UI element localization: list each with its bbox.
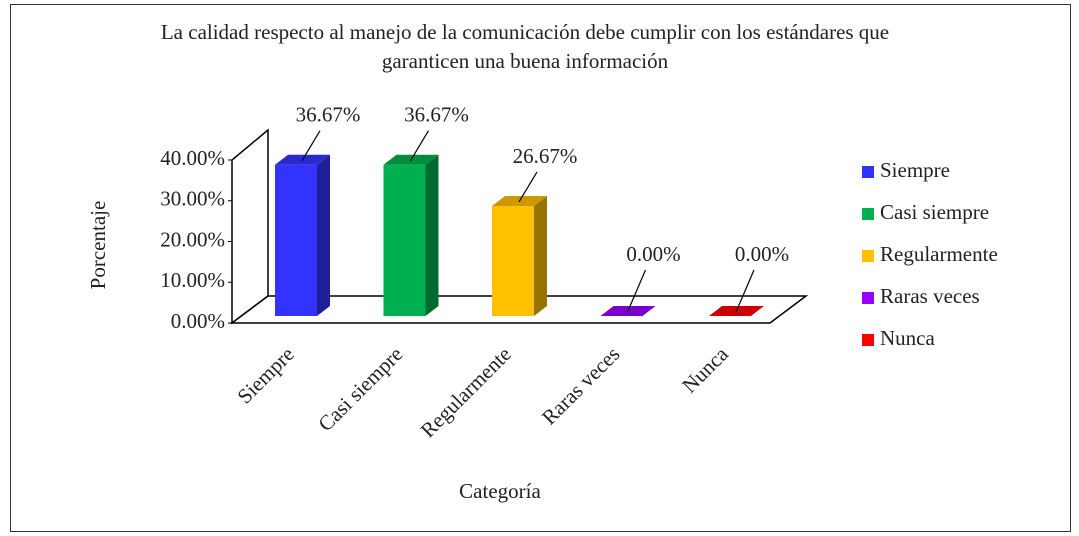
y-tick-label: 30.00% bbox=[160, 187, 225, 211]
legend-swatch bbox=[862, 166, 874, 178]
value-label: 36.67% bbox=[296, 103, 361, 127]
bar bbox=[275, 164, 317, 316]
value-label: 36.67% bbox=[404, 103, 469, 127]
legend-swatch bbox=[862, 208, 874, 220]
leader-line bbox=[626, 269, 647, 313]
y-tick-label: 0.00% bbox=[171, 309, 225, 333]
leader-line bbox=[301, 130, 321, 162]
leader-line bbox=[409, 130, 430, 162]
back-wall bbox=[231, 128, 269, 325]
legend-swatch bbox=[862, 250, 874, 262]
legend-swatch bbox=[862, 334, 874, 346]
y-tick-label: 10.00% bbox=[160, 268, 225, 292]
legend-label: Regularmente bbox=[880, 242, 998, 266]
chart-title: La calidad respecto al manejo de la comu… bbox=[160, 20, 890, 73]
legend-swatch bbox=[862, 292, 874, 304]
legend-label: Raras veces bbox=[880, 284, 980, 308]
legend-label: Nunca bbox=[880, 326, 935, 350]
bar bbox=[383, 164, 426, 316]
bar-side bbox=[425, 154, 439, 316]
leader-line bbox=[735, 269, 755, 313]
y-tick-label: 40.00% bbox=[160, 146, 225, 170]
value-label: 0.00% bbox=[626, 242, 680, 266]
y-tick-label: 20.00% bbox=[160, 227, 225, 251]
y-axis-title: Porcentaje bbox=[86, 201, 110, 290]
legend-label: Siempre bbox=[880, 158, 950, 182]
bar-side bbox=[317, 154, 330, 316]
value-label: 26.67% bbox=[513, 144, 578, 168]
leader-line bbox=[518, 171, 538, 203]
bar-side bbox=[534, 195, 547, 316]
bar bbox=[492, 205, 534, 316]
x-axis-title: Categoría bbox=[459, 479, 541, 503]
value-label: 0.00% bbox=[735, 242, 789, 266]
legend-label: Casi siempre bbox=[880, 200, 989, 224]
